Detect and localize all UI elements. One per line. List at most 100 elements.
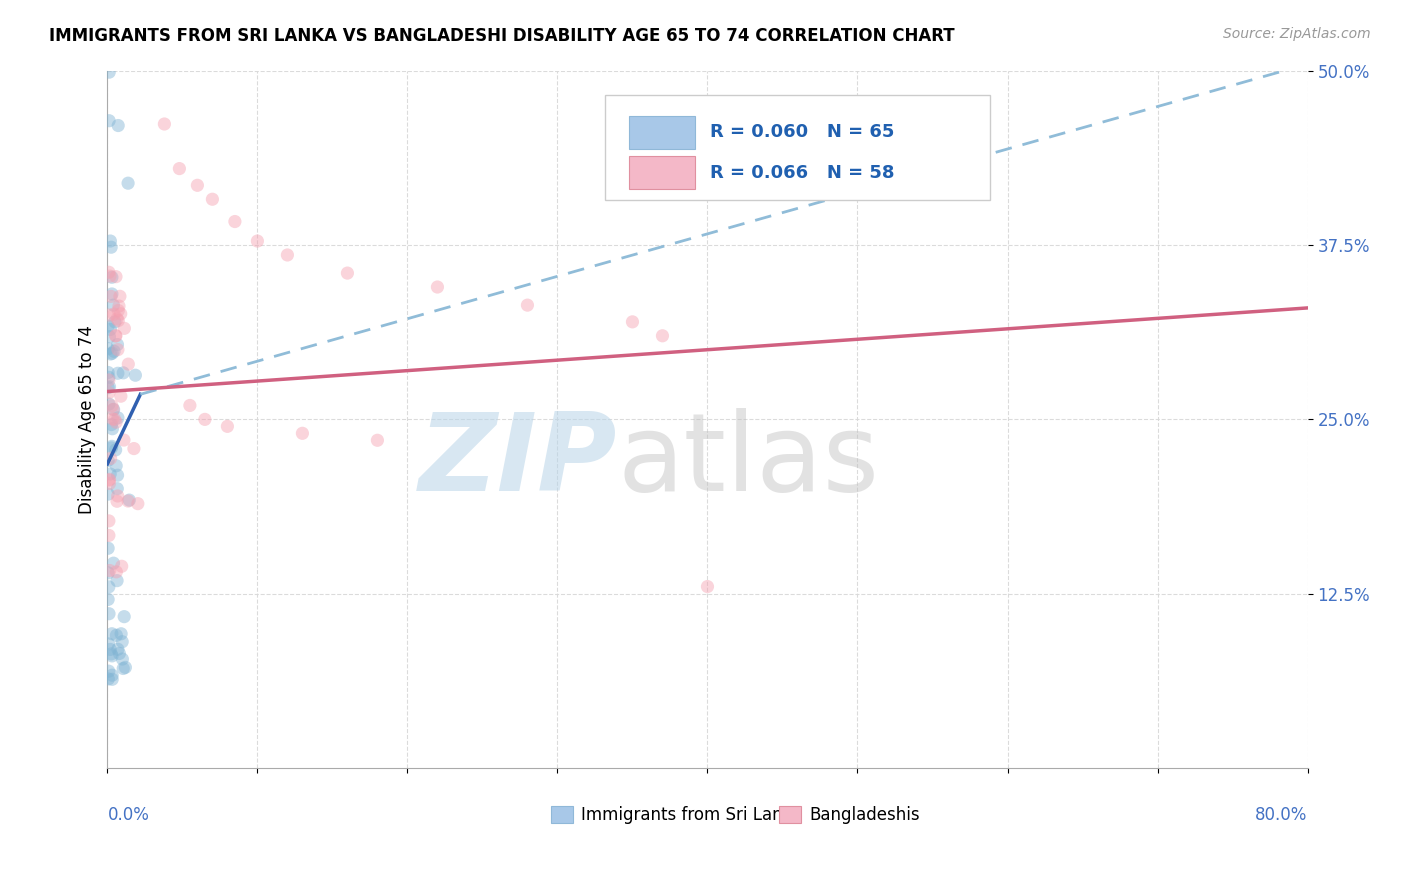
Point bbox=[100, 441, 122, 455]
Point bbox=[100, 234, 122, 248]
Point bbox=[696, 580, 718, 594]
Point bbox=[97, 592, 120, 607]
Point bbox=[107, 468, 129, 483]
Point bbox=[98, 113, 121, 128]
Point bbox=[98, 642, 121, 657]
Point bbox=[104, 269, 127, 284]
Point bbox=[104, 412, 127, 426]
Point bbox=[107, 303, 129, 318]
Point bbox=[97, 370, 120, 384]
Point bbox=[112, 661, 135, 675]
FancyBboxPatch shape bbox=[630, 116, 696, 149]
Point bbox=[104, 442, 127, 457]
Point bbox=[112, 366, 135, 380]
Point bbox=[107, 489, 129, 503]
Point bbox=[98, 65, 121, 79]
Point bbox=[201, 192, 224, 206]
Point bbox=[98, 476, 121, 491]
Text: 80.0%: 80.0% bbox=[1256, 806, 1308, 824]
Point bbox=[100, 240, 122, 254]
Text: Immigrants from Sri Lanka: Immigrants from Sri Lanka bbox=[582, 805, 803, 823]
Point bbox=[101, 412, 124, 426]
Point bbox=[114, 660, 136, 674]
Point bbox=[97, 528, 120, 542]
Text: ZIP: ZIP bbox=[419, 409, 617, 514]
Point bbox=[516, 298, 538, 312]
Point bbox=[101, 668, 124, 682]
Point bbox=[100, 322, 122, 336]
Point bbox=[194, 412, 217, 426]
Point bbox=[107, 343, 129, 357]
Point bbox=[118, 493, 141, 508]
Point bbox=[100, 647, 122, 661]
Point bbox=[100, 451, 122, 466]
Point bbox=[97, 385, 120, 400]
Point bbox=[98, 467, 121, 481]
Point bbox=[108, 647, 131, 661]
FancyBboxPatch shape bbox=[551, 806, 574, 823]
Point bbox=[97, 664, 120, 678]
Point bbox=[101, 673, 124, 687]
Point bbox=[111, 652, 134, 666]
Point bbox=[127, 497, 149, 511]
Point bbox=[103, 402, 125, 417]
Y-axis label: Disability Age 65 to 74: Disability Age 65 to 74 bbox=[79, 325, 96, 514]
Point bbox=[101, 399, 124, 413]
Point bbox=[117, 494, 139, 508]
Point bbox=[105, 415, 128, 429]
Point bbox=[117, 357, 139, 371]
Point bbox=[107, 642, 129, 657]
Point bbox=[97, 366, 120, 380]
Point bbox=[124, 368, 146, 383]
Point bbox=[98, 473, 121, 487]
Point bbox=[103, 344, 125, 359]
Point bbox=[98, 380, 121, 394]
Point bbox=[97, 637, 120, 651]
Point bbox=[98, 564, 121, 578]
Point bbox=[103, 298, 125, 312]
Point bbox=[97, 514, 120, 528]
Point bbox=[98, 308, 121, 322]
Point bbox=[224, 214, 246, 228]
Text: atlas: atlas bbox=[617, 409, 880, 514]
Point bbox=[336, 266, 359, 280]
Point bbox=[122, 442, 145, 456]
Point bbox=[651, 328, 673, 343]
Point bbox=[111, 634, 134, 648]
Point bbox=[186, 178, 208, 193]
Point bbox=[366, 434, 388, 448]
Point bbox=[105, 482, 128, 496]
Point bbox=[105, 494, 128, 508]
Point bbox=[100, 347, 122, 361]
Text: IMMIGRANTS FROM SRI LANKA VS BANGLADESHI DISABILITY AGE 65 TO 74 CORRELATION CHA: IMMIGRANTS FROM SRI LANKA VS BANGLADESHI… bbox=[49, 27, 955, 45]
Point bbox=[97, 541, 120, 556]
FancyBboxPatch shape bbox=[630, 156, 696, 189]
Point bbox=[97, 397, 120, 411]
Point bbox=[110, 627, 132, 641]
Point bbox=[105, 311, 128, 326]
Text: Source: ZipAtlas.com: Source: ZipAtlas.com bbox=[1223, 27, 1371, 41]
FancyBboxPatch shape bbox=[779, 806, 801, 823]
Point bbox=[97, 319, 120, 334]
Point bbox=[107, 337, 129, 351]
Point bbox=[97, 487, 120, 501]
Point bbox=[98, 472, 121, 486]
Point bbox=[108, 299, 131, 313]
Point bbox=[98, 607, 121, 621]
Point bbox=[426, 280, 449, 294]
Text: 0.0%: 0.0% bbox=[107, 806, 149, 824]
Point bbox=[104, 328, 127, 343]
Point bbox=[101, 346, 124, 360]
Point bbox=[101, 648, 124, 663]
Point bbox=[291, 426, 314, 441]
Point bbox=[107, 366, 129, 380]
Point bbox=[112, 609, 135, 624]
Point bbox=[169, 161, 191, 176]
Point bbox=[104, 315, 127, 329]
FancyBboxPatch shape bbox=[606, 95, 990, 200]
Point bbox=[179, 399, 201, 413]
Point bbox=[110, 389, 132, 403]
Point bbox=[110, 307, 132, 321]
Point bbox=[97, 566, 120, 580]
Point bbox=[97, 373, 120, 387]
